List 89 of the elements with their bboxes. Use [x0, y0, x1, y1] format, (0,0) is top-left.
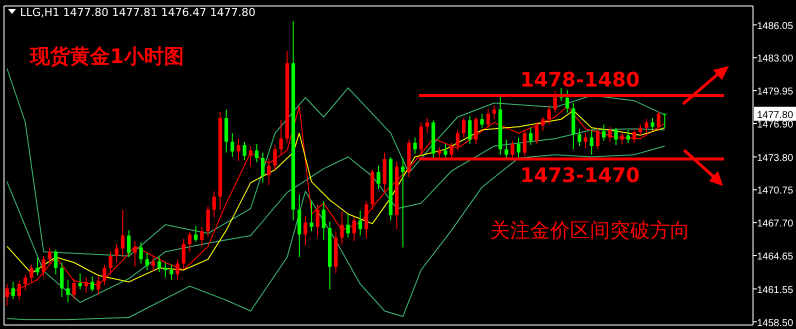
candlestick [139, 242, 143, 264]
candlestick [54, 249, 58, 275]
candlestick [66, 279, 70, 303]
candlestick [176, 258, 180, 280]
candlestick [322, 200, 326, 240]
y-tick-label: 1483.00 [757, 54, 794, 65]
candlestick [30, 264, 34, 282]
y-tick-label: 1473.80 [757, 152, 794, 164]
text: 1477.80 [757, 110, 794, 121]
y-tick-label: 1467.70 [757, 218, 794, 230]
y-tick-label: 1486.05 [757, 20, 794, 32]
candlestick [230, 132, 234, 158]
candlestick [602, 124, 606, 142]
candlestick [608, 126, 612, 142]
candlestick [656, 111, 660, 132]
candlestick [541, 116, 545, 132]
annotation: 关注金价区间突破方向 [490, 218, 690, 242]
candlestick [310, 200, 314, 232]
candlestick [120, 209, 125, 258]
candlestick [42, 256, 46, 278]
candlestick [590, 129, 594, 156]
candlestick [248, 146, 252, 168]
chart-subtitle: LLG,H1 1477.80 1477.81 1476.47 1477.80 [20, 6, 256, 19]
candlestick [474, 116, 478, 144]
candlestick [254, 143, 259, 163]
text: 现货黄金1小时图 [29, 44, 184, 68]
candlestick [468, 115, 472, 144]
candlestick [516, 136, 520, 158]
candlestick [480, 113, 484, 128]
candlestick [614, 127, 618, 146]
candlestick [632, 128, 636, 144]
candlestick [316, 204, 320, 238]
candlestick [212, 190, 216, 218]
candlestick [444, 143, 448, 158]
candlestick [528, 127, 533, 146]
candlestick [60, 262, 64, 298]
candlestick [644, 118, 648, 134]
candlestick [242, 141, 246, 161]
candlestick [358, 210, 362, 236]
candlestick [596, 127, 600, 150]
candlestick [279, 120, 283, 156]
annotation: 1473-1470 [520, 163, 640, 188]
candlestick [376, 165, 380, 190]
y-tick-label: 1461.55 [757, 284, 794, 296]
candlestick [127, 230, 131, 258]
candlestick [267, 158, 271, 186]
candlestick [486, 108, 490, 128]
candlestick [236, 138, 240, 162]
candlestick [662, 113, 667, 129]
y-tick-label: 1470.75 [757, 186, 794, 197]
candlestick [133, 240, 137, 268]
candlestick [462, 118, 466, 138]
candlestick [36, 258, 40, 276]
candlestick [340, 211, 344, 245]
candlestick [456, 129, 460, 151]
candlestick [352, 216, 356, 242]
y-tick-label: 1476.90 [757, 119, 794, 130]
candlestick [224, 108, 228, 154]
candlestick [650, 118, 654, 130]
candlestick [492, 104, 496, 120]
candlestick [535, 122, 539, 144]
candlestick [206, 206, 210, 238]
candlestick [565, 90, 570, 114]
y-tick-label: 1464.65 [757, 251, 794, 262]
y-tick-label: 1479.95 [757, 86, 794, 98]
candlestick [48, 246, 52, 264]
y-tick-label: 1458.50 [757, 318, 794, 329]
candlestick [304, 216, 308, 246]
candlestick [170, 264, 174, 280]
candlestick [102, 264, 106, 286]
candlestick [273, 144, 277, 170]
annotation: 1478-1480 [520, 67, 640, 92]
candlestick [260, 152, 265, 184]
candlestick [194, 225, 198, 243]
candlestick [419, 122, 423, 156]
candlestick [200, 226, 204, 247]
candlestick [413, 136, 417, 154]
candlestick [584, 132, 588, 149]
candlestick [346, 213, 350, 238]
candlestick [114, 244, 118, 263]
candlestick [182, 238, 186, 270]
candlestick [23, 274, 28, 292]
candlestick [90, 276, 94, 292]
candlestick [401, 157, 405, 248]
candlestick [157, 256, 162, 273]
candlestick [188, 232, 192, 252]
candlestick [11, 281, 15, 300]
candlestick [108, 251, 112, 275]
candlestick [578, 128, 582, 147]
